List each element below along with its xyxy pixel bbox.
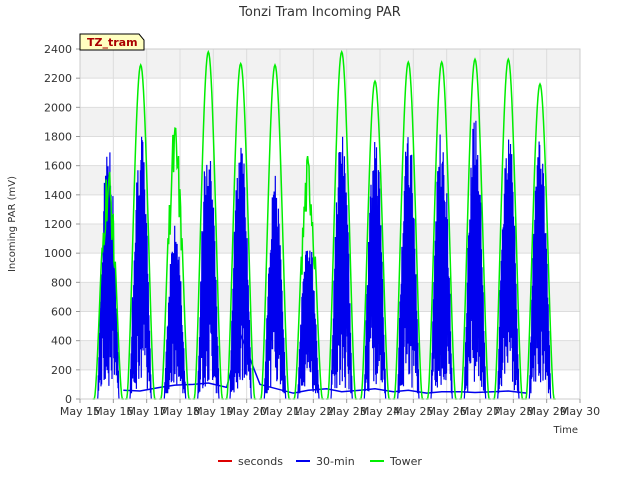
y-tick-label: 2200 — [44, 72, 72, 85]
legend-label: 30-min — [316, 455, 355, 468]
series-30-min-day — [297, 250, 320, 400]
site-badge: TZ_tram — [79, 33, 145, 51]
site-badge-box — [79, 33, 145, 51]
series-30-min-day — [97, 152, 120, 400]
series-30-min-day — [497, 139, 520, 400]
y-tick-label: 0 — [65, 393, 72, 406]
series-tower-day — [225, 61, 257, 400]
series-layer — [92, 49, 556, 400]
x-tick-label: May 29 — [527, 405, 567, 418]
series-tower-day — [159, 127, 191, 400]
series-30-min-day — [363, 141, 387, 400]
x-tick-label: May 26 — [427, 405, 467, 418]
site-badge-label: TZ_tram — [87, 36, 138, 49]
series-30-min-day — [430, 134, 453, 400]
plot-band — [80, 165, 580, 195]
x-tick-label: May 16 — [93, 405, 133, 418]
x-tick-label: May 17 — [127, 405, 167, 418]
x-tick-label: May 23 — [327, 405, 367, 418]
series-tower-day — [426, 60, 458, 400]
y-tick-label: 1200 — [44, 218, 72, 231]
y-axis-ticks: 0 200 400 600 800 1000 1200 1400 1600 1800 2000 220… — [44, 43, 80, 406]
x-tick-label: May 15 — [60, 405, 100, 418]
x-tick-label: May 28 — [493, 405, 533, 418]
plot-band — [80, 224, 580, 254]
x-tick-label: May 24 — [360, 405, 400, 418]
plot-band — [80, 311, 580, 341]
series-tower-day — [459, 57, 491, 400]
series-30-min-day — [263, 175, 287, 400]
y-tick-label: 200 — [51, 364, 72, 377]
x-tick-label: May 18 — [160, 405, 200, 418]
plot-band — [80, 253, 580, 283]
x-tick-label: May 25 — [393, 405, 433, 418]
series-30-min-day — [330, 136, 353, 400]
y-tick-label: 600 — [51, 306, 72, 319]
series-tower-day — [524, 82, 556, 400]
plot-band — [80, 136, 580, 166]
x-axis-title: Time — [553, 425, 578, 436]
x-tick-label: May 27 — [460, 405, 500, 418]
x-tick-label: May 22 — [293, 405, 333, 418]
y-tick-label: 400 — [51, 335, 72, 348]
series-tower-day — [192, 49, 224, 400]
series-30-min-day — [197, 160, 220, 400]
series-30-min-day — [528, 141, 552, 400]
y-tick-label: 1800 — [44, 131, 72, 144]
series-tower-day — [492, 57, 524, 400]
y-tick-label: 1600 — [44, 160, 72, 173]
series-30-min-day — [129, 136, 152, 400]
plot-band — [80, 282, 580, 312]
series-tower-day — [292, 155, 324, 400]
y-tick-label: 2400 — [44, 43, 72, 56]
series-30-min-day — [163, 225, 187, 400]
y-axis-title: Incoming PAR (mV) — [7, 176, 18, 272]
plot-band — [80, 49, 580, 79]
series-30-min-day — [229, 147, 252, 400]
x-tick-label: May 19 — [193, 405, 233, 418]
y-tick-label: 2000 — [44, 101, 72, 114]
legend: seconds 30-min Tower — [218, 455, 422, 468]
series-tower-day — [326, 49, 358, 400]
legend-label: seconds — [238, 455, 283, 468]
x-tick-label: May 30 — [560, 405, 600, 418]
x-tick-label: May 20 — [227, 405, 267, 418]
x-tick-label: May 21 — [260, 405, 300, 418]
y-tick-label: 800 — [51, 276, 72, 289]
series-30-min-day — [463, 120, 487, 400]
plot-band — [80, 78, 580, 108]
series-30-min-day — [397, 137, 420, 400]
series-tower-day — [92, 171, 124, 400]
series-tower-day — [359, 79, 391, 400]
series-tower-day — [125, 63, 157, 400]
series-tower-day — [259, 63, 291, 400]
plot-band — [80, 194, 580, 224]
y-tick-label: 1400 — [44, 189, 72, 202]
plot-band — [80, 107, 580, 137]
series-tower-day — [392, 60, 424, 400]
y-tick-label: 1000 — [44, 247, 72, 260]
chart-title: Tonzi Tram Incoming PAR — [238, 5, 401, 20]
legend-label: Tower — [389, 455, 422, 468]
